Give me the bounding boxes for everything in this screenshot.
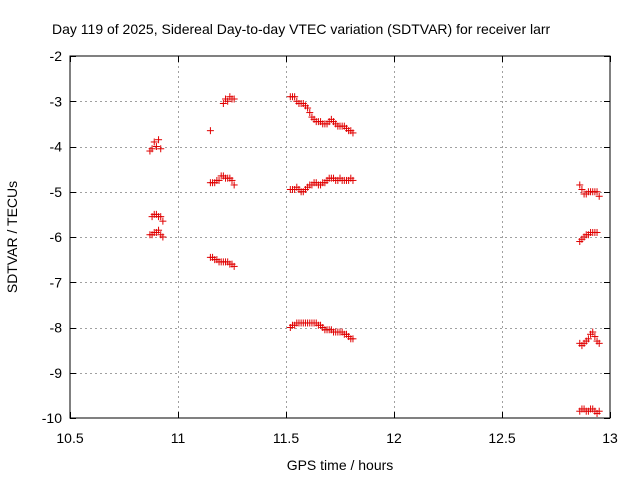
data-point: [230, 262, 238, 270]
data-point: [215, 176, 223, 184]
series-arc-2a: [206, 93, 238, 135]
data-point: [230, 95, 238, 103]
series-arc-2c: [206, 253, 238, 270]
data-point: [349, 335, 357, 343]
data-point: [291, 93, 299, 101]
data-point: [155, 226, 163, 234]
data-point: [349, 129, 357, 137]
data-point: [304, 104, 312, 112]
data-point: [595, 339, 603, 347]
series-arc-4d: [576, 405, 603, 417]
data-point: [206, 127, 214, 135]
chart-title: Day 119 of 2025, Sidereal Day-to-day VTE…: [52, 21, 551, 37]
series-arc-4b: [576, 228, 601, 246]
x-tick-label: 13: [602, 430, 618, 446]
data-point: [224, 97, 232, 105]
x-tick-labels: 10.5 11 11.5 12 12.5 13: [56, 430, 618, 446]
data-point: [595, 407, 603, 415]
series-arc-3c: [286, 319, 357, 343]
y-tick-label: -6: [50, 229, 63, 245]
y-tick-label: -9: [50, 365, 63, 381]
y-tick-label: -7: [50, 274, 63, 290]
y-tick-label: -2: [50, 48, 63, 64]
data-point: [157, 213, 165, 221]
data-point: [578, 185, 586, 193]
series-arc-1a: [146, 136, 165, 155]
x-tick-label: 12: [386, 430, 402, 446]
data-point: [593, 188, 601, 196]
series-arc-4c: [576, 328, 603, 350]
data-point: [584, 335, 592, 343]
grid-lines: [70, 56, 610, 418]
x-tick-label: 11.5: [273, 430, 299, 446]
data-point: [349, 176, 357, 184]
y-axis-label: SDTVAR / TECUs: [4, 181, 20, 293]
series-arc-3b: [286, 174, 357, 196]
x-tick-label: 12.5: [488, 430, 515, 446]
series-arc-1c: [146, 226, 167, 241]
data-point: [593, 228, 601, 236]
data-point: [152, 143, 160, 150]
data-point: [306, 109, 314, 117]
series-arc-1b: [148, 210, 167, 225]
data-point: [576, 181, 584, 189]
data-point: [155, 136, 163, 144]
data-point: [228, 176, 236, 184]
series-arc-3a: [286, 93, 357, 137]
y-tick-label: -10: [42, 410, 62, 426]
y-tick-label: -3: [50, 93, 63, 109]
y-tick-label: -8: [50, 320, 63, 336]
data-point: [595, 192, 603, 200]
data-point: [150, 138, 158, 146]
data-point: [159, 233, 167, 241]
plot-frame: [69, 55, 611, 419]
y-tick-labels: -2 -3 -4 -5 -6 -7 -8 -9 -10: [42, 48, 62, 426]
x-tick-label: 10.5: [56, 430, 83, 446]
y-tick-label: -4: [50, 139, 63, 155]
data-point: [589, 328, 597, 336]
y-tick-label: -5: [50, 184, 63, 200]
data-point: [157, 145, 165, 153]
data-point: [148, 145, 156, 153]
series-arc-4a: [576, 181, 603, 200]
data-point: [159, 217, 167, 225]
data-points: [146, 93, 603, 417]
series-arc-2b: [206, 172, 238, 189]
x-axis-label: GPS time / hours: [287, 457, 394, 473]
data-point: [230, 181, 238, 189]
data-point: [591, 333, 599, 341]
x-tick-label: 11: [171, 430, 186, 446]
data-point: [219, 100, 227, 108]
